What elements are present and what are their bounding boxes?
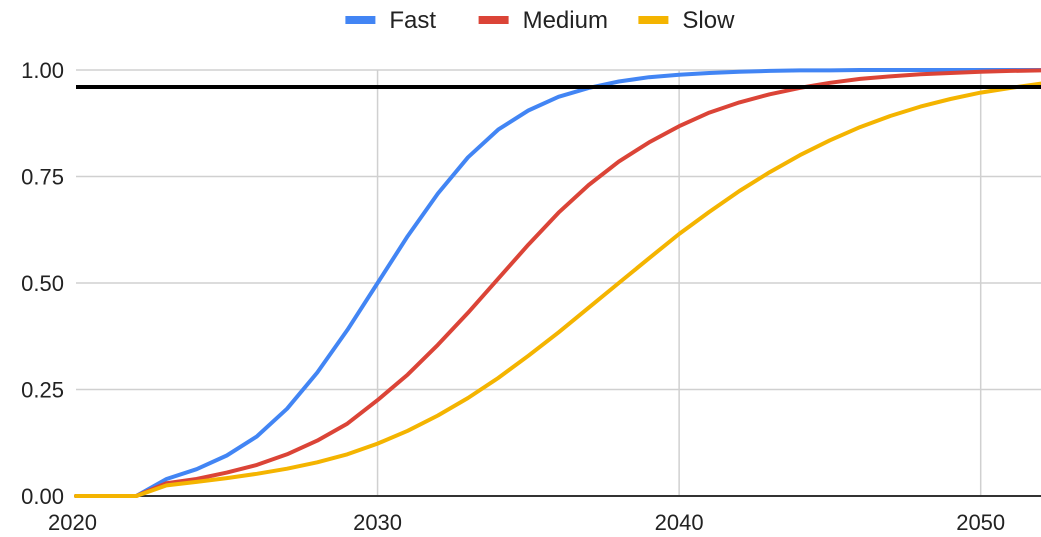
x-tick-label: 2030 — [353, 510, 402, 535]
legend-item-fast: Fast — [345, 7, 436, 34]
y-tick-label: 1.00 — [21, 58, 64, 83]
series-line-fast — [74, 68, 1041, 498]
y-tick-label: 0.50 — [21, 271, 64, 296]
axes: 0.00 0.25 0.50 0.75 1.00 2020 2030 2040 2050 — [21, 58, 1041, 535]
x-tick-label: 2050 — [956, 510, 1005, 535]
x-tick-label: 2020 — [48, 510, 97, 535]
legend-item-medium: Medium — [478, 7, 608, 34]
series-line-slow — [74, 81, 1041, 498]
legend-label: Slow — [682, 7, 735, 34]
legend-label: Fast — [389, 7, 436, 34]
legend-swatch — [345, 16, 376, 24]
legend: Fast Medium Slow — [345, 7, 735, 34]
series-lines — [74, 68, 1041, 498]
y-tick-label: 0.00 — [21, 484, 64, 509]
grid-lines — [76, 69, 1041, 496]
series-line-medium — [74, 68, 1041, 498]
y-tick-label: 0.75 — [21, 165, 64, 190]
legend-swatch — [638, 16, 669, 24]
y-tick-label: 0.25 — [21, 378, 64, 403]
legend-label: Medium — [523, 7, 608, 34]
x-tick-label: 2040 — [655, 510, 704, 535]
legend-swatch — [478, 16, 509, 24]
legend-item-slow: Slow — [638, 7, 735, 34]
